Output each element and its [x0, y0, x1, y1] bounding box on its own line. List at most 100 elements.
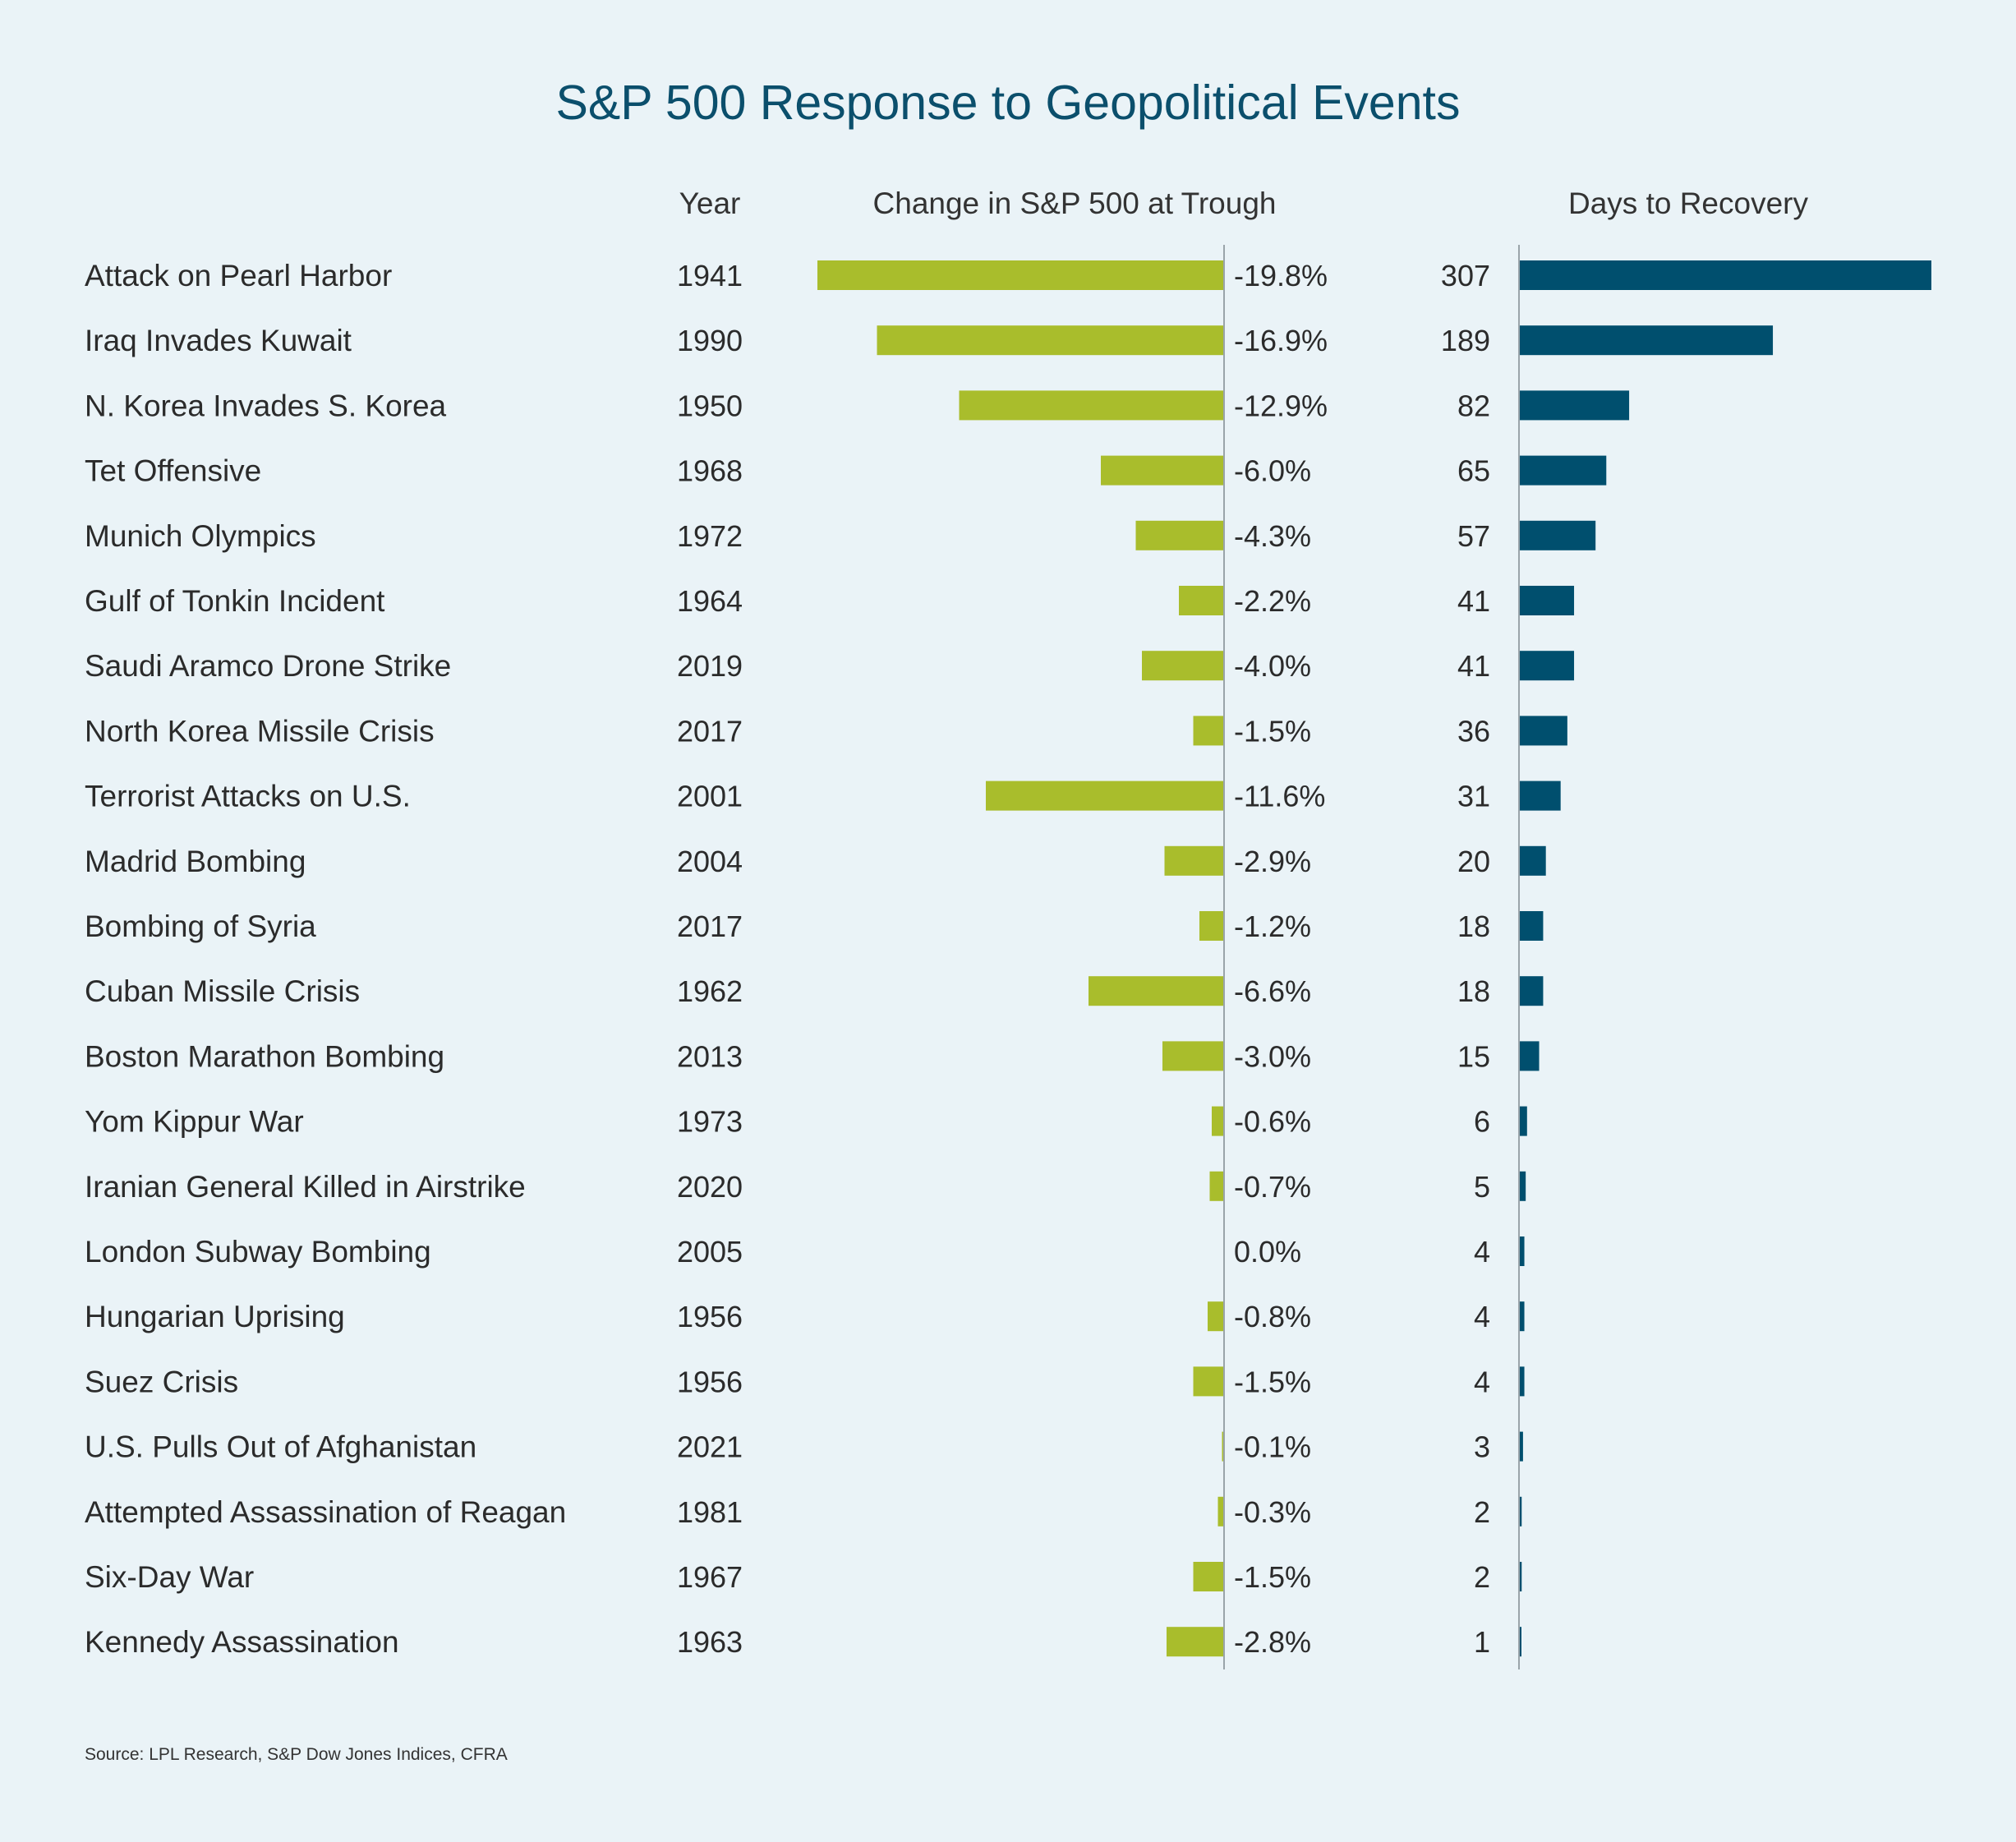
table-row: Terrorist Attacks on U.S. 2001 -11.6% 31	[85, 780, 1561, 813]
days-value-label: 2	[1474, 1495, 1490, 1529]
days-value-label: 189	[1441, 324, 1490, 357]
change-value-label: -4.0%	[1234, 649, 1311, 683]
year-label: 1963	[677, 1625, 743, 1659]
days-bar	[1519, 586, 1575, 615]
table-row: Tet Offensive 1968 -6.0% 65	[85, 454, 1607, 488]
days-bar	[1519, 390, 1630, 421]
table-row: Madrid Bombing 2004 -2.9% 20	[85, 845, 1546, 878]
days-bar	[1519, 1106, 1527, 1136]
change-value-label: -2.9%	[1234, 845, 1311, 878]
change-value-label: -0.7%	[1234, 1170, 1311, 1204]
change-value-label: -19.8%	[1234, 259, 1328, 292]
chart-title: S&P 500 Response to Geopolitical Events	[556, 76, 1461, 130]
change-bar	[1208, 1301, 1224, 1332]
days-bar	[1519, 325, 1774, 356]
event-label: Terrorist Attacks on U.S.	[85, 780, 411, 813]
days-bar	[1519, 1041, 1540, 1071]
change-bar	[1164, 845, 1224, 876]
change-bar	[1101, 455, 1224, 486]
year-label: 1981	[677, 1495, 743, 1529]
change-bar	[1179, 586, 1224, 615]
table-row: Cuban Missile Crisis 1962 -6.6% 18	[85, 974, 1544, 1008]
event-label: London Subway Bombing	[85, 1235, 431, 1269]
event-label: Hungarian Uprising	[85, 1300, 345, 1333]
year-label: 2013	[677, 1039, 743, 1073]
event-label: Gulf of Tonkin Incident	[85, 584, 385, 618]
change-value-label: -0.6%	[1234, 1105, 1311, 1139]
change-value-label: -1.2%	[1234, 909, 1311, 943]
change-bar	[877, 325, 1224, 356]
event-label: Suez Crisis	[85, 1365, 238, 1398]
change-bar	[1222, 1431, 1224, 1462]
year-label: 1990	[677, 324, 743, 357]
event-label: Attempted Assassination of Reagan	[85, 1495, 566, 1529]
change-bar	[1209, 1171, 1224, 1201]
change-value-label: -0.1%	[1234, 1430, 1311, 1464]
year-label: 1968	[677, 454, 743, 488]
days-value-label: 18	[1457, 974, 1490, 1008]
year-label: 1956	[677, 1300, 743, 1333]
table-row: London Subway Bombing 2005 0.0% 4	[85, 1235, 1525, 1269]
event-label: Tet Offensive	[85, 454, 261, 488]
table-row: Saudi Aramco Drone Strike 2019 -4.0% 41	[85, 649, 1575, 683]
days-value-label: 18	[1457, 909, 1490, 943]
change-bar	[817, 260, 1224, 290]
days-bar	[1519, 911, 1544, 941]
days-bar	[1519, 1496, 1522, 1527]
event-label: N. Korea Invades S. Korea	[85, 389, 447, 422]
header-days: Days to Recovery	[1568, 187, 1808, 220]
change-value-label: -6.6%	[1234, 974, 1311, 1008]
days-value-label: 4	[1474, 1365, 1490, 1398]
change-value-label: -11.6%	[1234, 780, 1325, 813]
change-bar	[986, 781, 1224, 811]
event-label: Six-Day War	[85, 1560, 254, 1594]
year-label: 1964	[677, 584, 743, 618]
year-label: 1967	[677, 1560, 743, 1594]
event-label: Madrid Bombing	[85, 845, 306, 878]
days-value-label: 15	[1457, 1039, 1490, 1073]
change-bar	[1193, 1366, 1224, 1397]
event-label: U.S. Pulls Out of Afghanistan	[85, 1430, 476, 1464]
change-bar	[1193, 716, 1224, 746]
change-value-label: -1.5%	[1234, 714, 1311, 748]
table-row: Hungarian Uprising 1956 -0.8% 4	[85, 1300, 1525, 1333]
year-label: 1956	[677, 1365, 743, 1398]
table-row: Yom Kippur War 1973 -0.6% 6	[85, 1105, 1527, 1139]
days-bar	[1519, 716, 1567, 746]
year-label: 1972	[677, 519, 743, 553]
change-value-label: -0.3%	[1234, 1495, 1311, 1529]
change-value-label: -12.9%	[1234, 389, 1328, 422]
change-bar	[1193, 1562, 1224, 1591]
change-value-label: -3.0%	[1234, 1039, 1311, 1073]
chart-rows: Attack on Pearl Harbor 1941 -19.8% 307 Iraq …	[85, 259, 1931, 1659]
change-value-label: -16.9%	[1234, 324, 1328, 357]
change-bar	[1199, 911, 1224, 941]
days-bar	[1519, 1171, 1526, 1201]
change-value-label: -1.5%	[1234, 1365, 1311, 1398]
days-value-label: 82	[1457, 389, 1490, 422]
days-value-label: 41	[1457, 584, 1490, 618]
event-label: Saudi Aramco Drone Strike	[85, 649, 451, 683]
table-row: North Korea Missile Crisis 2017 -1.5% 36	[85, 714, 1567, 748]
year-label: 2005	[677, 1235, 743, 1269]
days-value-label: 57	[1457, 519, 1490, 553]
change-bar	[1089, 976, 1224, 1006]
days-value-label: 1	[1474, 1625, 1490, 1659]
table-row: Attack on Pearl Harbor 1941 -19.8% 307	[85, 259, 1931, 292]
table-row: N. Korea Invades S. Korea 1950 -12.9% 82	[85, 389, 1630, 422]
days-value-label: 20	[1457, 845, 1490, 878]
table-row: Kennedy Assassination 1963 -2.8% 1	[85, 1625, 1521, 1659]
days-value-label: 5	[1474, 1170, 1490, 1204]
days-bar	[1519, 651, 1575, 681]
event-label: North Korea Missile Crisis	[85, 714, 435, 748]
change-bar	[1142, 651, 1224, 681]
days-bar	[1519, 976, 1544, 1006]
table-row: Gulf of Tonkin Incident 1964 -2.2% 41	[85, 584, 1575, 618]
year-label: 1941	[677, 259, 743, 292]
year-label: 2017	[677, 909, 743, 943]
change-bar	[1217, 1496, 1224, 1527]
table-row: Bombing of Syria 2017 -1.2% 18	[85, 909, 1544, 943]
change-bar	[1135, 520, 1224, 550]
days-value-label: 65	[1457, 454, 1490, 488]
days-bar	[1519, 1431, 1523, 1462]
